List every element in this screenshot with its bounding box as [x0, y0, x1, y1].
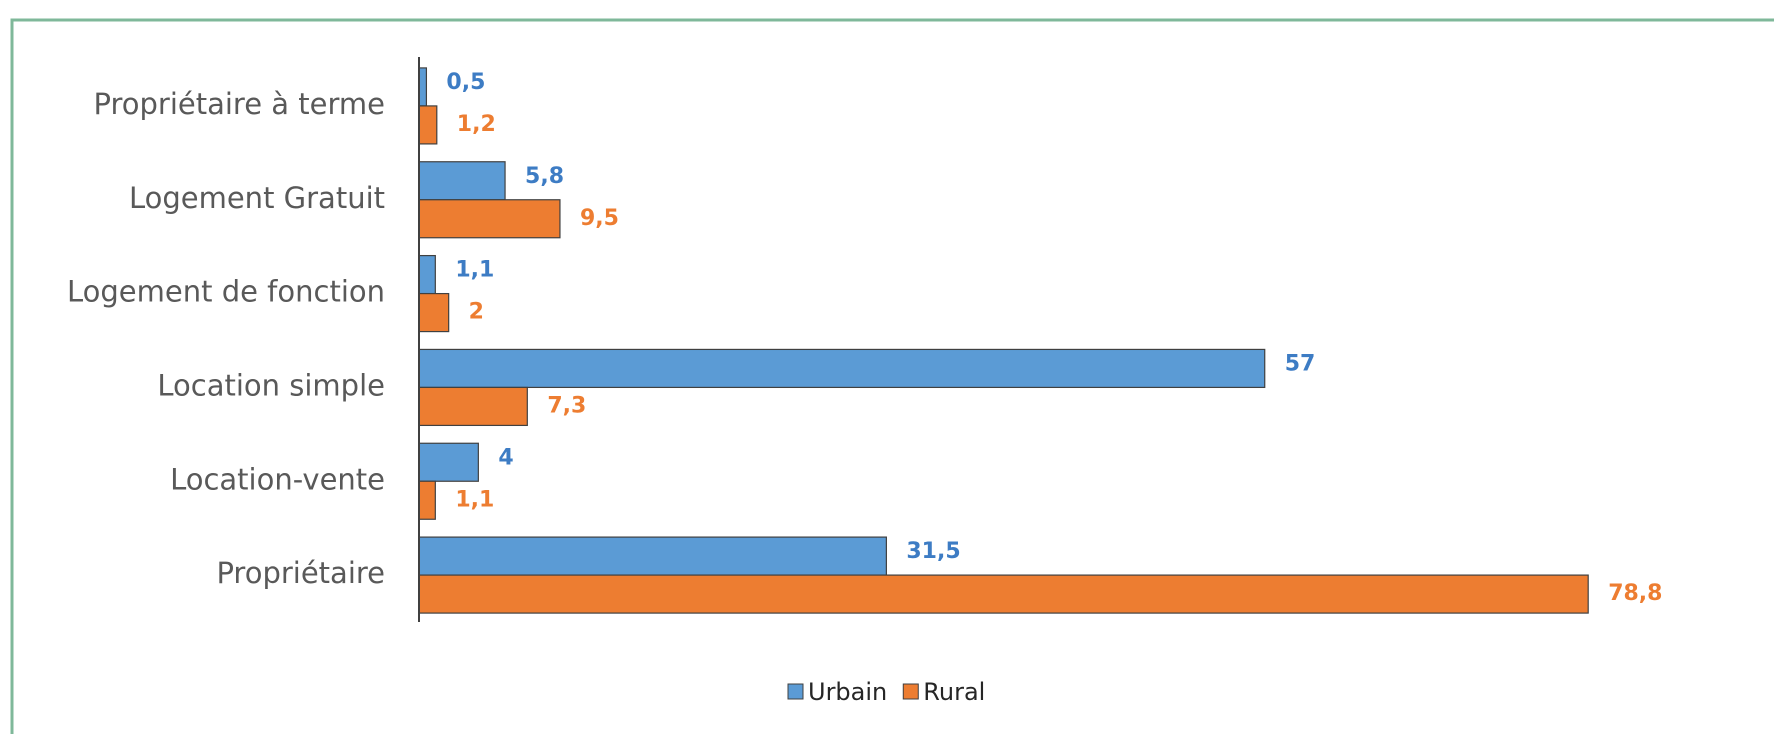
value-label: 5,8	[525, 164, 564, 189]
category-label: Location-vente	[170, 462, 385, 496]
bar	[418, 292, 450, 333]
value-label: 2	[469, 300, 484, 325]
value-label: 7,3	[547, 393, 586, 418]
frame	[10, 18, 1774, 734]
bar	[418, 574, 1589, 614]
category-label: Logement de fonction	[67, 275, 385, 309]
legend-swatch	[902, 683, 919, 700]
category-label: Logement Gratuit	[129, 181, 385, 215]
value-label: 0,5	[446, 70, 485, 95]
bar	[418, 67, 428, 107]
bar	[418, 536, 887, 576]
value-label: 78,8	[1608, 581, 1662, 606]
bar	[418, 442, 479, 482]
legend-label: Rural	[923, 678, 985, 706]
bar	[418, 480, 436, 520]
bar	[418, 386, 528, 427]
bar	[418, 161, 506, 201]
value-label: 57	[1285, 351, 1316, 376]
value-label: 1,1	[455, 487, 494, 512]
value-label: 1,1	[455, 258, 494, 283]
category-label: Propriétaire à terme	[94, 87, 386, 121]
bar	[418, 199, 561, 239]
value-label: 4	[498, 445, 513, 470]
legend-swatch	[787, 683, 804, 700]
value-label: 1,2	[457, 112, 496, 137]
value-label: 31,5	[906, 539, 960, 564]
bar	[418, 348, 1266, 389]
category-label: Location simple	[157, 368, 385, 402]
bar	[418, 254, 436, 295]
value-label: 9,5	[580, 206, 619, 231]
legend-label: Urbain	[808, 678, 887, 706]
category-label: Propriétaire	[216, 556, 385, 590]
bar	[418, 105, 438, 145]
